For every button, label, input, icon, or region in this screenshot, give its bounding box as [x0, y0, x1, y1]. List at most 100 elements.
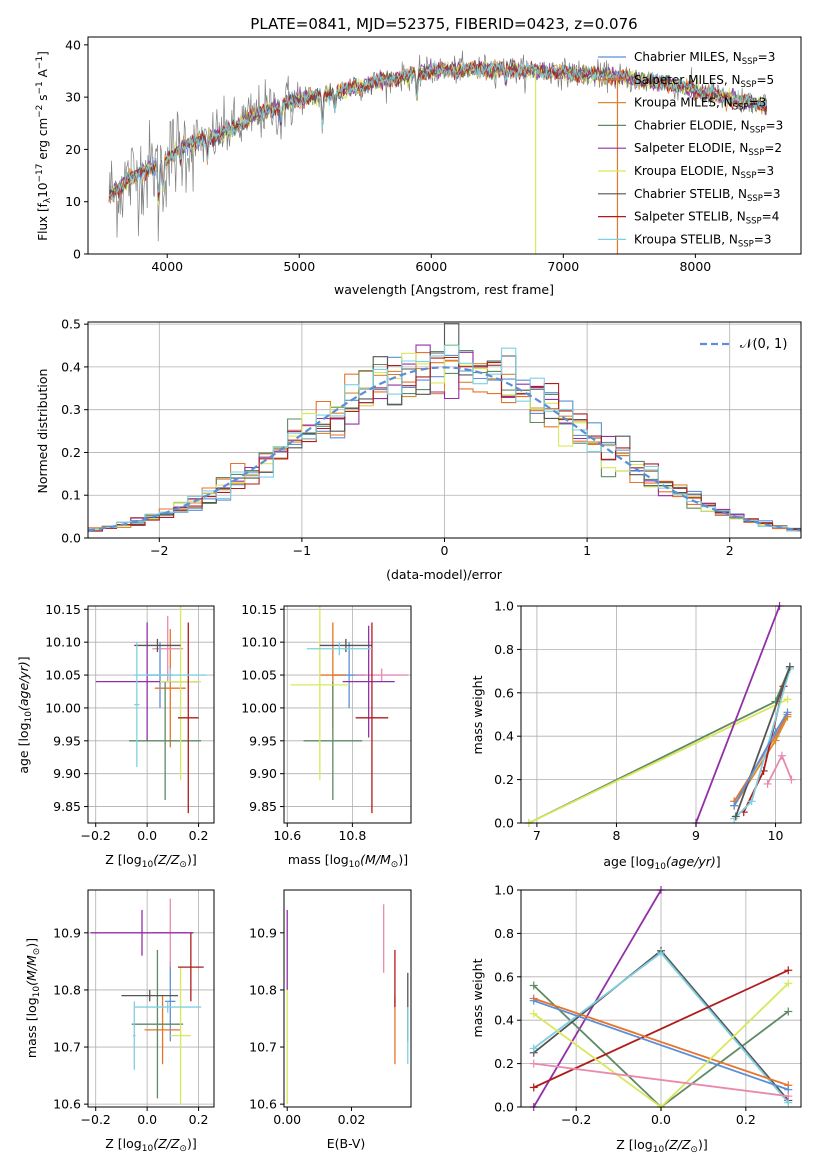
- mwZ-marker-4-0: [529, 1083, 538, 1092]
- massZ-point-4: [90, 909, 194, 956]
- legend-label-2: Kroupa MILES, NSSP=3: [634, 96, 766, 113]
- mwZ-yticklabel-0: 0.0: [494, 1100, 514, 1115]
- legend-label-tail-1: =5: [756, 73, 774, 87]
- legend-label-tail-5: =3: [756, 164, 774, 178]
- massZ-xticklabel-2: 0.2: [189, 1112, 209, 1127]
- legend-label-base-4: Salpeter ELODIE, N: [634, 141, 748, 155]
- legend-label-6: Chabrier STELIB, NSSP=3: [634, 187, 781, 204]
- legend-label-base-3: Chabrier ELODIE, N: [634, 118, 750, 132]
- mwA-marker-8-1: [771, 727, 780, 736]
- massweight-vs-age-plot-area: [521, 602, 801, 827]
- legend-label-3: Chabrier ELODIE, NSSP=3: [634, 118, 783, 135]
- mass-vs-Z-panel: −0.2 0.0 0.2 10.6 10.7 10.8 10.9 Z [log10(Z/Z⊙…: [24, 889, 215, 1154]
- legend-label-base-0: Chabrier MILES, N: [634, 50, 742, 64]
- ageZ-xticklabel-1: 0.0: [137, 828, 157, 843]
- ageZ-yticklabel-0: 9.85: [53, 799, 81, 814]
- mwA-yticklabel-4: 0.8: [494, 642, 514, 657]
- mwZ-marker-8-1: [784, 1092, 793, 1101]
- residuals-axes: −2 −1 0 1 2 0.0 0.1 0.2 0.3 0.4 0.5: [61, 317, 802, 558]
- mwA-xticklabel-1: 8: [612, 828, 620, 843]
- mass-vs-Z-ylabel: mass [log10(M/M⊙)]: [24, 938, 42, 1058]
- spectrum-plot-area: [108, 50, 768, 254]
- massweight-vs-age-axes: 7 8 9 10 0.0 0.2 0.4 0.6 0.8 1.0: [494, 599, 802, 843]
- mwZ-line-0: [532, 889, 662, 1108]
- residuals-legend: 𝒩(0, 1): [700, 337, 787, 352]
- ageM-yticklabel-4: 10.05: [241, 668, 277, 683]
- legend-label-sub-5: SSP: [741, 171, 757, 181]
- residuals-xticklabel-2: 0: [441, 543, 449, 558]
- ageM-yticklabel-2: 9.95: [249, 733, 277, 748]
- massweight-vs-Z-xlabel: Z [log10(Z/Z⊙)]: [616, 1137, 707, 1155]
- massZ-point-0: [165, 961, 176, 1042]
- legend-label-4: Salpeter ELODIE, NSSP=2: [634, 141, 782, 158]
- mwA-frame: [520, 605, 802, 824]
- residuals-plot-area: [88, 322, 801, 539]
- spectrum-lines: [108, 50, 768, 254]
- ageZ-yticklabel-3: 10.00: [45, 700, 81, 715]
- age-vs-mass-panel: 10.6 10.8 9.85 9.90 9.95 10.00 10.05 10.10 10.15…: [241, 602, 412, 870]
- age-vs-mass-axes: 10.6 10.8 9.85 9.90 9.95 10.00 10.05 10.10 10.15: [241, 602, 412, 843]
- massweight-vs-age-xlabel: age [log10(age/yr)]: [603, 854, 720, 872]
- legend-label-tail-8: =3: [754, 232, 772, 246]
- massZ-yticklabel-0: 10.6: [53, 1097, 81, 1112]
- ageZ-xticklabel-0: −0.2: [81, 828, 111, 843]
- mwA-line-2: [695, 605, 781, 824]
- mwZ-yticklabel-3: 0.6: [494, 969, 514, 984]
- legend-label-1: Salpeter MILES, NSSP=5: [634, 73, 774, 90]
- massZ-yticklabel-1: 10.7: [53, 1040, 81, 1055]
- ageM-point-5: [290, 606, 350, 781]
- mass-vs-Z-plot-area: [88, 890, 214, 1107]
- mwZ-line-6: [533, 999, 789, 1091]
- age-vs-Z-plot-area: [88, 606, 214, 823]
- mass-vs-EBV-plot-area: [286, 904, 409, 1105]
- figure-title: PLATE=0841, MJD=52375, FIBERID=0423, z=0…: [250, 15, 637, 33]
- massE-yticklabel-2: 10.8: [249, 982, 277, 997]
- mwA-xticklabel-3: 10: [768, 828, 784, 843]
- spectrum-yticklabel-2: 20: [65, 142, 81, 157]
- mwA-line-1: [528, 698, 788, 824]
- ageZ-yticklabel-4: 10.05: [45, 668, 81, 683]
- mwA-series: [524, 602, 796, 827]
- mwZ-xticklabel-2: 0.2: [736, 1112, 756, 1127]
- mwA-yticklabel-0: 0.0: [494, 816, 514, 831]
- ageZ-yticklabel-5: 10.10: [45, 635, 81, 650]
- massweight-vs-Z-panel: −0.2 0.0 0.2 0.0 0.2 0.4 0.6 0.8 1.0 Z [log10(Z/…: [470, 883, 802, 1155]
- legend-label-sub-6: SSP: [747, 194, 763, 204]
- legend-label-base-1: Salpeter MILES, N: [634, 73, 741, 87]
- age-vs-Z-axes: −0.2 0.0 0.2 9.85 9.90 9.95 10.00 10.05 10.10 10.…: [45, 602, 215, 843]
- massZ-point-9: [133, 1001, 136, 1070]
- mwZ-marker-3-0: [529, 1044, 538, 1053]
- spectrum-model-line-8: [108, 60, 768, 201]
- mwA-marker-9-2: [787, 775, 796, 784]
- ageZ-yticklabel-6: 10.15: [45, 602, 81, 617]
- ageM-yticklabel-1: 9.90: [249, 766, 277, 781]
- residuals-yticklabel-3: 0.3: [61, 402, 81, 417]
- mass-vs-Z-axes: −0.2 0.0 0.2 10.6 10.7 10.8 10.9: [53, 889, 215, 1127]
- legend-label-0: Chabrier MILES, NSSP=3: [634, 50, 775, 67]
- ageZ-point-9: [134, 642, 140, 768]
- mwZ-marker-3-1: [657, 948, 665, 957]
- ageZ-point-7: [178, 622, 199, 814]
- residuals-xticklabel-1: −1: [293, 543, 311, 558]
- spectrum-frame: [87, 36, 802, 255]
- spectrum-yticklabel-4: 40: [65, 37, 81, 52]
- massZ-point-1: [144, 995, 181, 1065]
- legend-label-8: Kroupa STELIB, NSSP=3: [634, 232, 772, 249]
- massweight-vs-Z-axes: −0.2 0.0 0.2 0.0 0.2 0.4 0.6 0.8 1.0: [494, 883, 802, 1127]
- ageM-errorbars: [290, 606, 408, 814]
- massweight-vs-age-ylabel: mass weight: [470, 675, 485, 754]
- mass-vs-EBV-panel: 0.00 0.02 10.6 10.7 10.8 10.9 E(B-V): [249, 889, 412, 1151]
- massZ-point-6: [121, 989, 178, 1002]
- spectrum-xticklabel-2: 6000: [415, 259, 447, 274]
- legend-label-tail-4: =2: [764, 141, 782, 155]
- legend-label-tail-3: =3: [766, 118, 784, 132]
- legend-label-base-7: Salpeter STELIB, N: [634, 210, 746, 224]
- ageZ-point-5: [160, 606, 202, 781]
- massE-xticklabel-0: 0.00: [273, 1112, 301, 1127]
- gaussian-reference-line: [88, 366, 801, 532]
- legend-label-7: Salpeter STELIB, NSSP=4: [634, 210, 779, 227]
- ageM-frame: [283, 605, 412, 824]
- spectrum-yticklabel-0: 0: [73, 247, 81, 262]
- legend-label-sub-7: SSP: [746, 217, 762, 227]
